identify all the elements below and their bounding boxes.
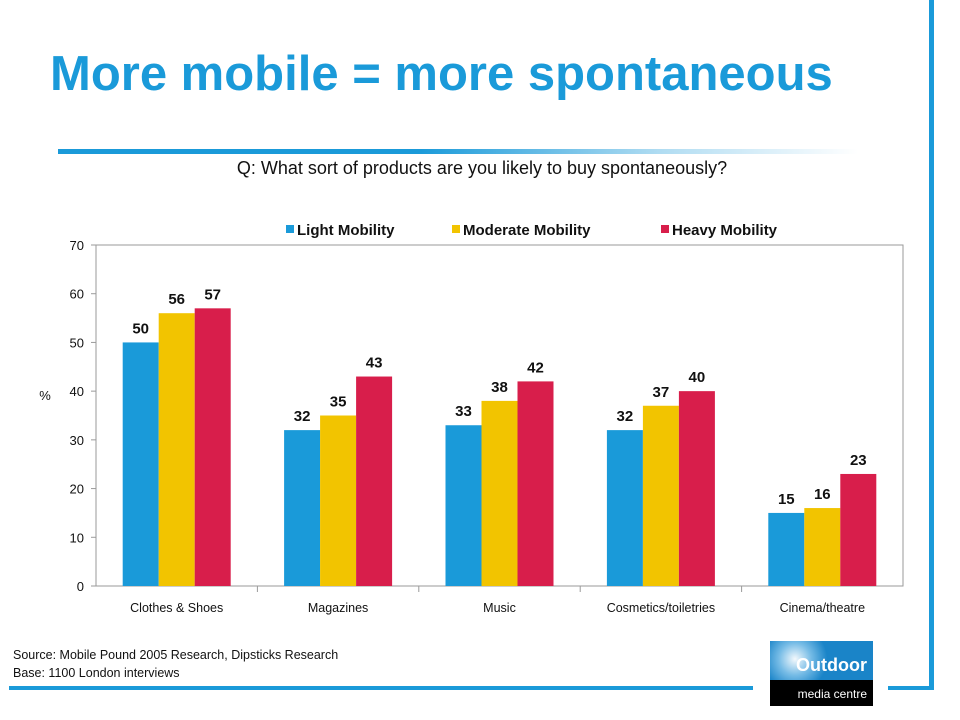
legend-label: Light Mobility — [297, 222, 395, 239]
data-label: 56 — [168, 291, 185, 308]
y-tick-label: 40 — [70, 384, 84, 399]
data-label: 33 — [455, 403, 472, 420]
x-tick-label: Cinema/theatre — [780, 601, 866, 615]
bar — [804, 508, 841, 586]
data-label: 50 — [132, 320, 149, 337]
y-tick-label: 50 — [70, 335, 84, 350]
legend-label: Moderate Mobility — [463, 222, 591, 239]
bar — [445, 425, 482, 586]
data-label: 35 — [330, 394, 347, 411]
x-tick-label: Cosmetics/toiletries — [607, 601, 715, 615]
y-tick-label: 60 — [70, 287, 84, 302]
legend-swatch — [452, 225, 460, 233]
outdoor-media-centre-logo: Outdoor media centre — [770, 641, 873, 706]
right-edge-bar — [929, 0, 934, 690]
slide-title: More mobile = more spontaneous — [50, 47, 833, 101]
data-label: 42 — [527, 359, 544, 376]
bar — [158, 313, 195, 586]
data-label: 37 — [653, 384, 670, 401]
bar — [517, 381, 554, 586]
bar — [840, 473, 877, 586]
y-tick-label: 10 — [70, 530, 84, 545]
data-label: 15 — [778, 491, 795, 508]
y-tick-label: 30 — [70, 433, 84, 448]
x-tick-label: Clothes & Shoes — [130, 601, 223, 615]
title-underline — [58, 149, 858, 154]
logo-word: Outdoor — [796, 655, 867, 675]
data-label: 23 — [850, 452, 867, 469]
footer-rule-left — [9, 686, 753, 690]
bar — [194, 308, 231, 586]
y-tick-label: 70 — [70, 238, 84, 253]
bar — [122, 342, 159, 586]
data-label: 40 — [689, 369, 706, 386]
legend-swatch — [661, 225, 669, 233]
data-label: 57 — [204, 286, 221, 303]
bar — [356, 376, 393, 586]
legend-swatch — [286, 225, 294, 233]
bar — [284, 430, 321, 586]
x-tick-label: Magazines — [308, 601, 368, 615]
data-label: 43 — [366, 355, 383, 372]
bar — [768, 512, 805, 586]
y-tick-label: 0 — [77, 579, 84, 594]
bar — [606, 430, 643, 586]
survey-question: Q: What sort of products are you likely … — [236, 158, 728, 178]
legend-label: Heavy Mobility — [672, 222, 778, 239]
data-label: 32 — [294, 408, 311, 425]
y-axis-label: % — [39, 388, 51, 403]
logo-subtext: media centre — [797, 687, 867, 701]
source-line: Source: Mobile Pound 2005 Research, Dips… — [13, 648, 339, 662]
source-note: Source: Mobile Pound 2005 Research, Dips… — [13, 646, 338, 682]
y-tick-label: 20 — [70, 482, 84, 497]
base-line: Base: 1100 London interviews — [13, 666, 180, 680]
bar — [642, 405, 679, 586]
data-label: 38 — [491, 379, 508, 396]
bar — [481, 400, 518, 586]
bar — [678, 391, 715, 586]
bar — [320, 415, 357, 586]
data-label: 16 — [814, 486, 831, 503]
data-label: 32 — [617, 408, 634, 425]
x-tick-label: Music — [483, 601, 516, 615]
footer-rule-right — [888, 686, 934, 690]
logo-subtext-band — [770, 680, 873, 706]
